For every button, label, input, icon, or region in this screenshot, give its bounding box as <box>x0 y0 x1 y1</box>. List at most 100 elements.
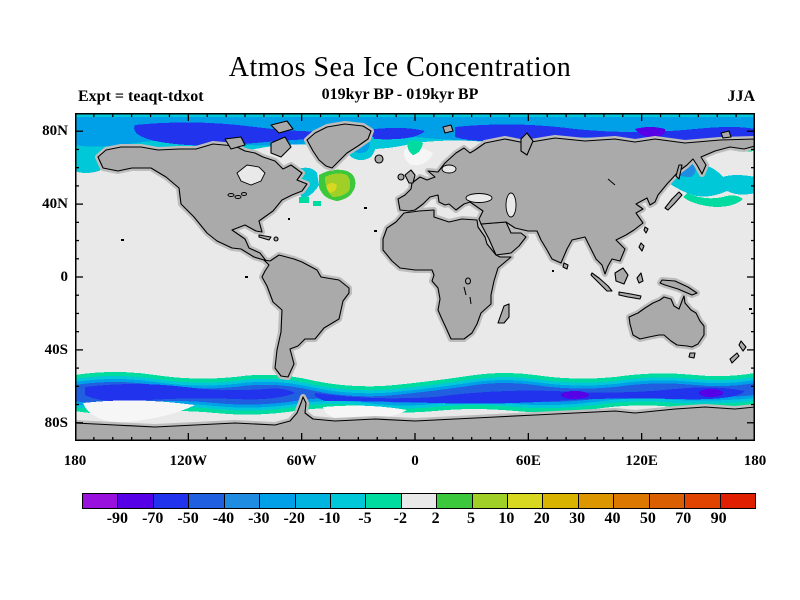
colorbar-tick-label: -2 <box>393 510 407 527</box>
borneo <box>614 267 629 285</box>
colorbar-tick-label: 30 <box>569 510 586 527</box>
colorbar-tick-label: -20 <box>283 510 305 527</box>
colorbar-segment <box>684 494 720 508</box>
antarctic-ice-band <box>75 372 755 423</box>
tasmania <box>688 352 696 359</box>
colorbar-tick-label: -90 <box>106 510 129 527</box>
x-tick-label: 120E <box>625 453 658 469</box>
y-tick-label: 40S <box>44 341 68 358</box>
ellesmere-island <box>270 120 294 134</box>
arabia <box>480 221 527 256</box>
novaya-zemlya <box>520 132 534 156</box>
antarctica <box>75 396 755 441</box>
baffin-island <box>270 136 292 158</box>
eurasia <box>397 137 755 275</box>
x-tick-label: 180 <box>63 453 87 469</box>
plot-subtitle: 019kyr BP - 019kyr BP <box>321 86 479 103</box>
colorbar-tick-label: 40 <box>604 510 621 527</box>
iceland <box>374 154 384 164</box>
colorbar-tick-label: -10 <box>318 510 341 527</box>
season-label: JJA <box>727 88 755 105</box>
y-tick-label: 40N <box>42 196 68 213</box>
colorbar-tick-label: -5 <box>358 510 372 527</box>
colorbar-segment <box>507 494 543 508</box>
taiwan <box>643 226 649 234</box>
colorbar-segment <box>294 494 330 508</box>
cuba <box>258 234 272 241</box>
colorbar-tick-label: 50 <box>639 510 656 527</box>
kamchatka-wrangel <box>720 130 732 139</box>
lakes-and-islets <box>227 178 616 305</box>
north-atlantic-blob <box>319 169 356 201</box>
colorbar-tick-label: 70 <box>675 510 692 527</box>
south-america <box>261 254 350 378</box>
black-sea <box>465 193 493 203</box>
colorbar-segment <box>613 494 649 508</box>
world-map <box>75 113 755 441</box>
ocean-islets <box>121 207 752 310</box>
colorbar-segment <box>471 494 508 508</box>
madagascar <box>497 303 510 324</box>
y-tick-label: 80S <box>44 414 68 431</box>
x-tick-label: 180 <box>743 453 767 469</box>
colorbar-segment <box>400 494 437 508</box>
colorbar-segment <box>329 494 366 508</box>
colorbar-segment <box>117 494 153 508</box>
map-border <box>75 113 755 441</box>
sri-lanka <box>562 262 569 270</box>
colorbar-tick-label: -30 <box>248 510 270 527</box>
x-tick-label: 120W <box>169 453 208 469</box>
africa <box>382 209 512 340</box>
sumatra <box>590 272 613 292</box>
colorbar-tick-label: -40 <box>212 510 235 527</box>
colorbar-tick-label: 20 <box>533 510 550 527</box>
y-tick-label: 80N <box>42 123 68 140</box>
colorbar-segment <box>223 494 260 508</box>
java <box>618 291 642 300</box>
colorbar-segment <box>436 494 472 508</box>
x-tick-label: 60W <box>286 453 317 469</box>
x-tick-label: 0 <box>411 453 419 469</box>
new-zealand-south <box>729 352 740 364</box>
continents <box>75 120 755 441</box>
colorbar-tick-label: 10 <box>498 510 515 527</box>
colorbar-segment <box>542 494 578 508</box>
sakhalin <box>675 164 683 180</box>
colorbar-tick-label: 90 <box>710 510 727 527</box>
y-tick-label: 0 <box>60 269 69 285</box>
baltic-sea <box>441 164 457 174</box>
new-guinea <box>659 279 698 296</box>
colorbar-segment <box>719 494 756 508</box>
victoria-island <box>224 136 246 150</box>
colorbar <box>82 493 756 509</box>
x-tick-label: 60E <box>515 453 541 469</box>
map-frame <box>75 113 755 441</box>
plot-title: Atmos Sea Ice Concentration <box>228 52 572 83</box>
new-zealand-north <box>738 340 747 352</box>
caspian-sea <box>505 192 517 218</box>
colorbar-segment <box>648 494 685 508</box>
great-britain <box>404 169 416 184</box>
australia <box>628 295 705 348</box>
colorbar-segment <box>152 494 189 508</box>
colorbar-segment <box>83 494 118 508</box>
colorbar-segment <box>577 494 614 508</box>
experiment-label: Expt = teaqt-tdxot <box>78 88 204 105</box>
japan <box>664 191 683 211</box>
inland-water <box>236 164 517 218</box>
colorbar-tick-label: -70 <box>142 510 164 527</box>
hispaniola <box>273 236 279 242</box>
svalbard <box>442 124 454 134</box>
sulawesi <box>636 272 644 284</box>
colorbar-tick-label: 5 <box>467 510 476 527</box>
philippines <box>638 242 645 252</box>
colorbar-segment <box>259 494 295 508</box>
ireland <box>397 173 405 181</box>
colorbar-tick-label: 2 <box>431 510 440 527</box>
hudson-bay <box>236 164 266 186</box>
colorbar-segment <box>188 494 224 508</box>
greenland <box>306 123 372 169</box>
colorbar-segment <box>365 494 401 508</box>
colorbar-tick-label: -50 <box>177 510 199 527</box>
